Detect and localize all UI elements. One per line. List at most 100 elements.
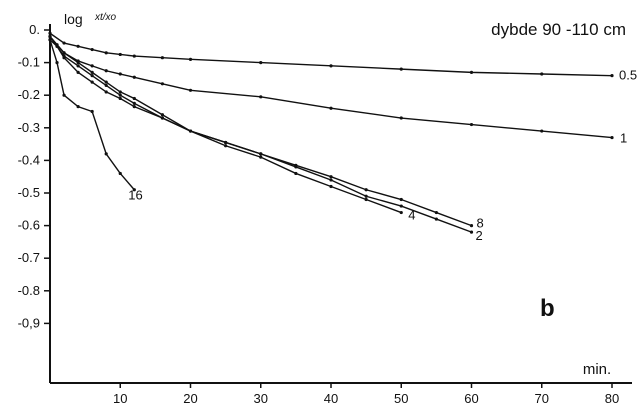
data-point — [62, 93, 66, 97]
x-axis-label: min. — [583, 361, 611, 378]
data-point — [259, 155, 263, 159]
depth-label: dybde 90 -110 cm — [491, 20, 626, 39]
data-point — [104, 80, 108, 84]
data-point — [90, 70, 94, 74]
x-tick-label: 30 — [254, 391, 268, 406]
data-point — [329, 175, 333, 179]
data-point — [224, 144, 228, 148]
data-point — [55, 43, 59, 47]
data-point — [76, 105, 80, 109]
data-point — [48, 31, 52, 35]
data-point — [160, 113, 164, 117]
data-point — [62, 51, 66, 55]
data-point — [540, 72, 544, 76]
data-point — [48, 34, 52, 39]
series-line — [49, 36, 402, 214]
data-point — [259, 95, 263, 99]
data-point — [104, 152, 108, 156]
data-point — [399, 116, 403, 120]
y-tick-label: -0.1 — [18, 55, 40, 70]
data-point — [104, 51, 108, 55]
data-point — [76, 64, 80, 68]
data-point — [90, 80, 94, 84]
series-label: 8 — [477, 216, 484, 231]
series-label: 0.5 — [619, 68, 637, 83]
data-point — [364, 188, 368, 192]
data-point — [160, 116, 164, 120]
data-point — [90, 74, 94, 78]
x-tick-label: 80 — [605, 391, 619, 406]
data-point — [48, 38, 52, 42]
y-axis-label: log — [64, 11, 83, 27]
series-line — [49, 39, 472, 233]
data-point — [132, 101, 136, 105]
series-line — [49, 36, 472, 227]
data-point — [118, 93, 122, 97]
data-point — [188, 129, 193, 133]
y-tick-label: -0.8 — [18, 283, 40, 298]
data-point — [188, 88, 193, 92]
data-point — [55, 61, 59, 65]
series-0.5: 0.5 — [48, 31, 637, 83]
data-point — [259, 152, 263, 156]
data-point — [329, 184, 333, 189]
data-point — [62, 41, 66, 45]
x-tick-label: 10 — [113, 391, 127, 406]
y-tick-label: -0,9 — [18, 315, 40, 330]
data-point — [90, 64, 94, 68]
series-line — [49, 39, 135, 191]
data-point — [294, 163, 298, 167]
series-1: 1 — [48, 34, 627, 146]
data-point — [469, 224, 474, 228]
series-label: 4 — [408, 208, 415, 223]
data-point — [76, 70, 80, 74]
data-point — [364, 197, 368, 202]
data-point — [132, 188, 136, 192]
series-label: 1 — [620, 131, 627, 146]
data-point — [90, 109, 94, 114]
data-point — [118, 52, 122, 57]
data-point — [104, 90, 108, 94]
data-point — [329, 106, 333, 110]
series-label: 2 — [476, 228, 483, 243]
y-tick-label: -0.6 — [18, 218, 40, 233]
y-tick-label: -0.4 — [18, 152, 40, 167]
series-layer: 0.5 1 2 4 8 16 — [48, 31, 637, 243]
data-point — [132, 105, 136, 109]
y-tick-label: -0.5 — [18, 185, 40, 200]
data-point — [132, 96, 136, 101]
data-point — [76, 44, 80, 48]
y-axis-label-fraction: xt/xo — [94, 12, 117, 23]
series-line — [49, 32, 613, 77]
panel-label: b — [540, 295, 555, 322]
x-tick-label: 60 — [464, 391, 478, 406]
y-tick-label: 0. — [29, 22, 40, 37]
y-tick-label: -0.3 — [18, 120, 40, 135]
data-point — [160, 56, 164, 60]
data-point — [399, 210, 403, 215]
data-point — [259, 61, 263, 65]
data-point — [118, 96, 122, 101]
ticks: 10 20 30 40 50 60 70 80 0. -0.1 -0.2 -0.3 -0.4 -0.5 -0… — [18, 22, 620, 406]
data-point — [469, 122, 474, 127]
data-point — [118, 72, 122, 76]
labels-layer: log xt/xo dybde 90 -110 cm min. b — [64, 11, 626, 378]
data-point — [118, 171, 122, 176]
data-point — [104, 83, 108, 88]
data-point — [132, 54, 136, 58]
data-point — [224, 140, 228, 145]
data-point — [90, 47, 94, 52]
data-point — [188, 57, 193, 61]
data-point — [434, 217, 438, 221]
data-point — [118, 90, 122, 94]
series-4: 4 — [48, 34, 415, 223]
data-point — [469, 70, 474, 74]
x-tick-label: 70 — [535, 391, 549, 406]
y-tick-label: -0.7 — [18, 250, 40, 265]
data-point — [62, 56, 66, 60]
data-point — [329, 64, 333, 68]
series-label: 16 — [128, 188, 142, 203]
data-point — [160, 82, 164, 86]
series-8: 8 — [48, 34, 484, 231]
